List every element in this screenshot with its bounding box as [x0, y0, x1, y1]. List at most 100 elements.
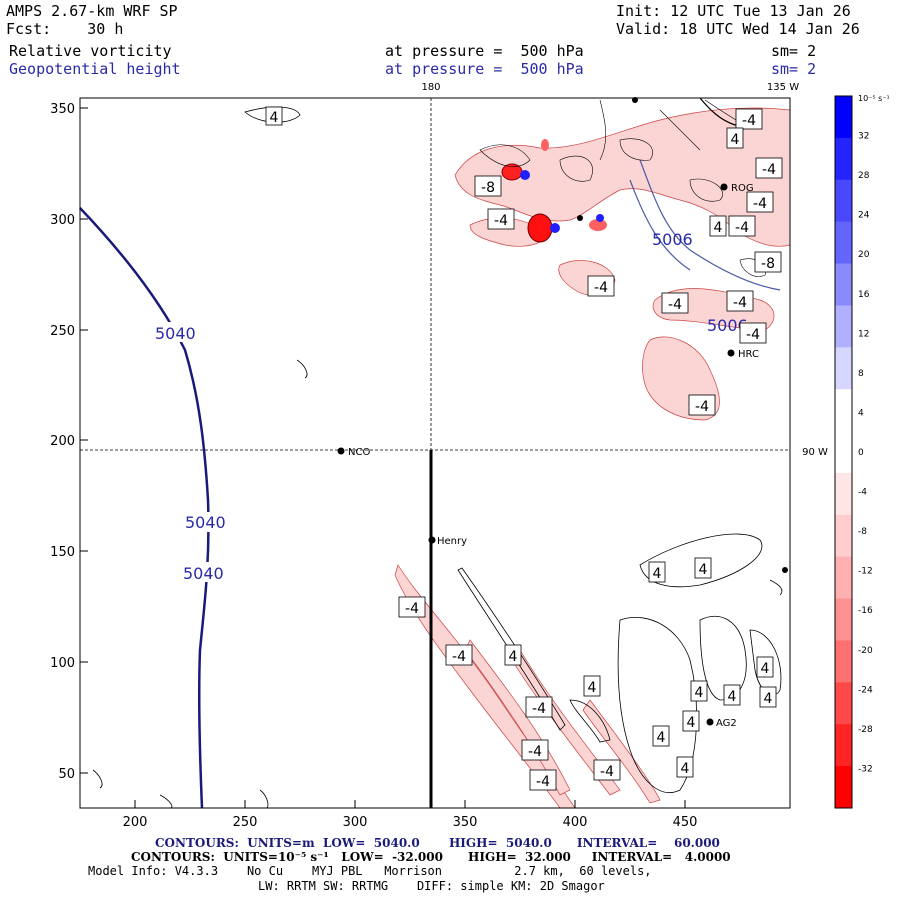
vort-label: 4	[504, 644, 522, 666]
axis-ticks	[80, 107, 686, 808]
svg-text:ROG: ROG	[731, 183, 754, 194]
colorbar-cell	[835, 724, 852, 767]
colorbar-cell	[835, 221, 852, 265]
colorbar-label: 8	[858, 369, 864, 379]
colorbar-label: -8	[858, 527, 867, 537]
y-tick: 50	[58, 767, 75, 782]
height-label: 5040	[183, 564, 224, 583]
vort-label: 4	[759, 686, 777, 708]
colorbar-cell	[835, 179, 852, 223]
vort-label: -4	[593, 759, 621, 781]
svg-text:4: 4	[731, 132, 740, 148]
y-tick: 100	[50, 656, 75, 671]
svg-text:AG2: AG2	[716, 718, 737, 729]
svg-text:NCO: NCO	[348, 447, 370, 458]
svg-text:4: 4	[588, 680, 597, 696]
height-label: 5040	[185, 513, 226, 532]
svg-text:4: 4	[728, 689, 737, 705]
vort-label: -4	[487, 208, 515, 230]
station-hrc[interactable]: HRC	[727, 349, 759, 360]
svg-text:-4: -4	[536, 774, 550, 790]
vort-label: -8	[474, 175, 502, 197]
latlon-grid	[80, 98, 790, 451]
svg-text:4: 4	[657, 730, 666, 746]
y-tick: 150	[50, 545, 75, 560]
init-time: Init: 12 UTC Tue 13 Jan 26	[616, 2, 851, 20]
height-label: 5006	[652, 230, 693, 249]
vort-label: -4	[661, 292, 689, 314]
svg-text:-4: -4	[600, 764, 614, 780]
colorbar-label: 20	[858, 250, 870, 260]
colorbar-label: -4	[858, 488, 867, 498]
station-rog[interactable]: ROG	[720, 183, 754, 194]
vort-label: 4	[648, 561, 666, 583]
vort-label: -4	[735, 108, 763, 130]
vorticity-cores	[501, 139, 607, 243]
colorbar-label: -28	[858, 725, 873, 735]
svg-text:4: 4	[270, 110, 279, 126]
svg-text:Henry: Henry	[437, 536, 467, 547]
lon-label-90w: 90 W	[802, 447, 828, 458]
model-title: AMPS 2.67-km WRF SP	[6, 2, 178, 20]
colorbar-cell	[835, 514, 852, 558]
map-frame	[79, 97, 791, 809]
height-label-box	[152, 322, 204, 342]
svg-text:-8: -8	[481, 180, 495, 196]
valid-time: Valid: 18 UTC Wed 14 Jan 26	[616, 20, 860, 38]
colorbar-cell	[835, 640, 852, 683]
vort-label: -4	[525, 696, 553, 718]
svg-text:4: 4	[681, 761, 690, 777]
vort-label: -4	[398, 596, 426, 618]
svg-text:-4: -4	[668, 297, 682, 313]
colorbar-cell	[835, 682, 852, 725]
station-marker	[782, 567, 788, 573]
colorbar-frame	[834, 95, 853, 809]
vort-label: -4	[587, 275, 615, 297]
lon-label-180: 180	[421, 82, 440, 93]
coastline	[699, 97, 746, 126]
height-label: 5006	[707, 316, 748, 335]
vort-label: 4	[682, 710, 700, 732]
vort-label: -4	[521, 739, 549, 761]
svg-text:HRC: HRC	[738, 349, 759, 360]
svg-text:4: 4	[764, 691, 773, 707]
svg-text:-4: -4	[494, 213, 508, 229]
field2-level: at pressure = 500 hPa	[385, 60, 584, 78]
svg-text:4: 4	[714, 220, 723, 236]
colorbar-cell	[835, 431, 852, 474]
y-tick: 200	[50, 434, 75, 449]
y-tick: 350	[50, 102, 75, 117]
svg-text:-4: -4	[735, 220, 749, 236]
colorbar-cell	[835, 96, 852, 139]
colorbar-cell	[835, 305, 852, 348]
colorbar: 10⁻⁵ s⁻¹ 32 28 24 20 16 12 8 4 0 -4 -8 -12 -16 -20 -24…	[834, 94, 890, 809]
footer-vorticity-contours: CONTOURS: UNITS=10⁻⁵ s⁻¹ LOW= -32.000 HI…	[131, 850, 731, 864]
svg-text:-4: -4	[532, 701, 546, 717]
svg-text:4: 4	[509, 649, 518, 665]
vort-label: 4	[694, 557, 712, 579]
colorbar-cell	[835, 766, 852, 809]
vorticity-labels: 4 -4 -4 -8 -4 -4 -8 -4 -4 -4 -4 -4 -4 -4…	[265, 106, 783, 791]
colorbar-label: 16	[858, 290, 870, 300]
vort-label: -4	[726, 290, 754, 312]
colorbar-label: -12	[858, 567, 873, 577]
stations: NCO Henry ROG HRC AG2	[337, 97, 788, 729]
station-ag2[interactable]: AG2	[706, 718, 737, 729]
lon-label-135w: 135 W	[767, 82, 799, 93]
colorbar-cell	[835, 472, 852, 516]
height-contours	[79, 207, 210, 809]
field1-smoothing: sm= 2	[771, 42, 817, 60]
station-henry[interactable]: Henry	[428, 536, 468, 547]
svg-text:-4: -4	[753, 196, 767, 212]
vorticity-contours-positive	[92, 106, 783, 809]
vort-label: 4	[756, 656, 774, 678]
vort-label: -4	[529, 769, 557, 791]
vort-label: -8	[754, 251, 782, 273]
vort-label: 4	[709, 215, 727, 237]
vort-label: 4	[690, 680, 708, 702]
colorbar-units: 10⁻⁵ s⁻¹	[858, 94, 890, 103]
colorbar-label: -32	[858, 764, 873, 774]
svg-text:-4: -4	[742, 113, 756, 129]
colorbar-label: -24	[858, 685, 873, 695]
station-nco[interactable]: NCO	[337, 447, 371, 458]
